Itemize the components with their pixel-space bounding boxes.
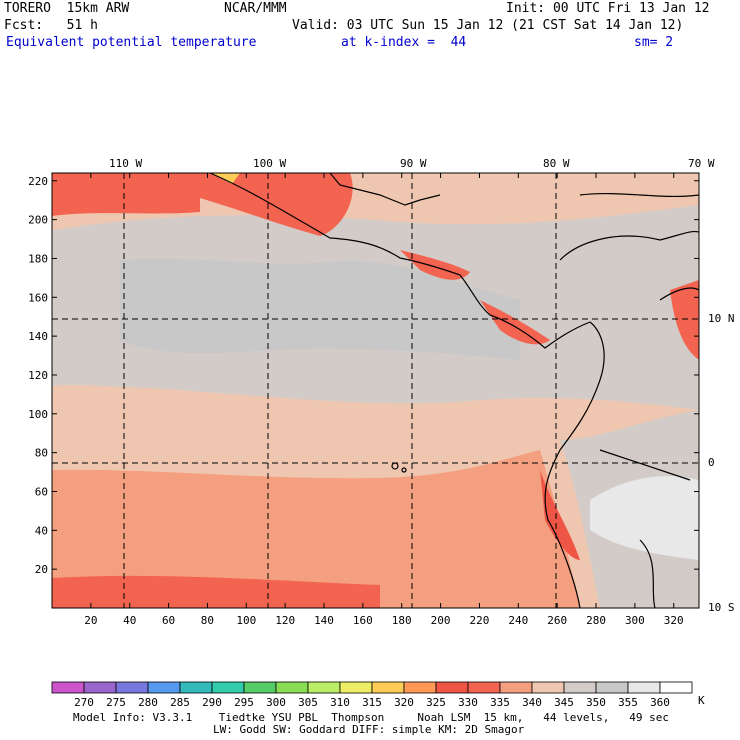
colorbar-swatch [307,681,341,694]
colorbar-swatch [435,681,469,694]
y-tick-label: 40 [35,524,48,537]
colorbar-swatch [595,681,629,694]
colorbar-label: 345 [554,696,574,709]
x-tick-label: 140 [314,614,334,627]
colorbar-swatch [51,681,85,694]
x-tick-label: 40 [123,614,136,627]
forecast-hour: Fcst: 51 h [4,18,98,33]
colorbar-label: 300 [266,696,286,709]
model-info: Model Info: V3.3.1 Tiedtke YSU PBL Thomp… [73,711,670,724]
y-tick-label: 200 [28,214,48,227]
y-tick-label: 100 [28,408,48,421]
y-tick-label: 160 [28,291,48,304]
graticule [52,173,699,608]
y-tick-label: 60 [35,485,48,498]
colorbar-label: 360 [650,696,670,709]
colorbar-swatch [179,681,213,694]
x-tick-label: 320 [664,614,684,627]
colorbar-label: 355 [618,696,638,709]
colorbar-swatch [275,681,309,694]
x-tick-label: 120 [275,614,295,627]
organization-label: NCAR/MMM [224,1,287,16]
x-tick-label: 100 [236,614,256,627]
x-tick-label: 260 [547,614,567,627]
colorbar-label: 280 [138,696,158,709]
lon-label-70w: 70 W [688,157,715,170]
colorbar-swatch [499,681,533,694]
colorbar-label: 330 [458,696,478,709]
y-tick-label: 180 [28,252,48,265]
x-tick-label: 280 [586,614,606,627]
lon-label-100w: 100 W [253,157,287,170]
colorbar-label: 320 [394,696,414,709]
valid-time: Valid: 03 UTC Sun 15 Jan 12 (21 CST Sat … [292,18,684,33]
colorbar-swatch [147,681,181,694]
y-tick-label: 120 [28,369,48,382]
coastlines [209,172,700,609]
colorbar-label: 275 [106,696,126,709]
lon-label-90w: 90 W [400,157,427,170]
y-tick-label: 220 [28,175,48,188]
colorbar-swatch [467,681,501,694]
x-tick-label: 60 [162,614,175,627]
colorbar-label: 325 [426,696,446,709]
colorbar-swatch [339,681,373,694]
x-tick-label: 300 [625,614,645,627]
x-tick-label: 180 [392,614,412,627]
lat-label-0: 0 [708,456,715,469]
level-index: at k-index = 44 [341,35,467,50]
y-tick-label: 20 [35,563,48,576]
colorbar-label: 335 [490,696,510,709]
lon-label-110w: 110 W [109,157,143,170]
colorbar-swatch [403,681,437,694]
smoothing-label: sm= 2 [634,35,674,50]
colorbar-swatch [211,681,245,694]
colorbar-swatch [531,681,565,694]
colorbar-label: 350 [586,696,606,709]
colorbar-swatch [627,681,661,694]
lat-label-10s: 10 S [708,601,735,614]
x-tick-label: 20 [84,614,97,627]
colorbar-swatch [83,681,117,694]
colorbar-swatch [659,681,693,694]
model-title: TORERO 15km ARW [4,1,130,16]
colorbar-label: 285 [170,696,190,709]
colorbar-swatch [115,681,149,694]
colorbar-label: 340 [522,696,542,709]
lon-label-80w: 80 W [543,157,570,170]
temperature-field [52,173,699,608]
colorbar-label: 305 [298,696,318,709]
plot-frame [51,172,700,609]
colorbar-unit: K [698,694,705,707]
colorbar-label: 290 [202,696,222,709]
field-name: Equivalent potential temperature [6,35,257,50]
colorbar-label: 270 [74,696,94,709]
colorbar-label: 310 [330,696,350,709]
init-time: Init: 00 UTC Fri 13 Jan 12 [506,1,710,16]
lat-label-10n: 10 N [708,312,735,325]
x-tick-label: 200 [431,614,451,627]
x-tick-label: 220 [470,614,490,627]
colorbar-swatch [371,681,405,694]
y-tick-label: 80 [35,447,48,460]
x-tick-label: 80 [201,614,214,627]
y-tick-label: 140 [28,330,48,343]
colorbar-swatch [563,681,597,694]
colorbar-swatch [243,681,277,694]
colorbar-label: 315 [362,696,382,709]
colorbar-label: 295 [234,696,254,709]
physics-info: LW: Godd SW: Goddard DIFF: simple KM: 2D… [213,723,525,736]
x-tick-label: 240 [508,614,528,627]
x-tick-label: 160 [353,614,373,627]
